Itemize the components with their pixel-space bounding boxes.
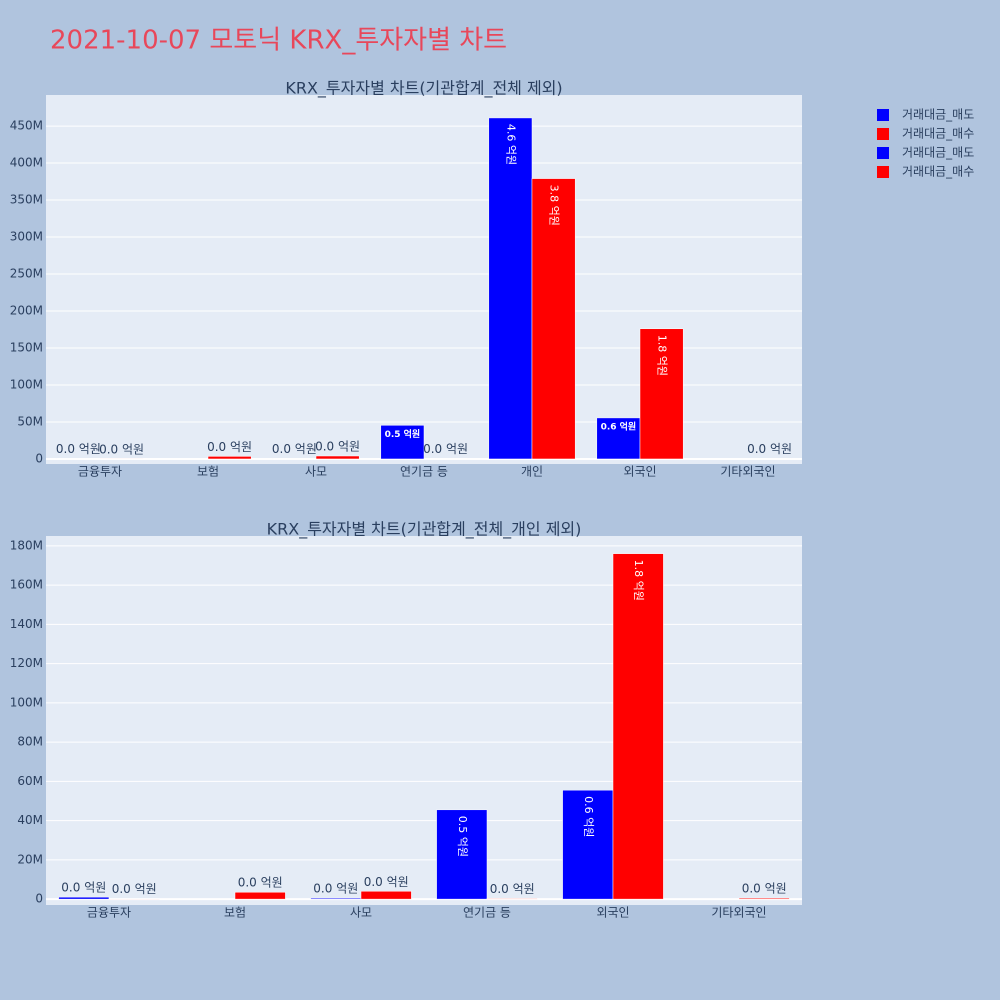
data-label: 0.0 억원 [112, 882, 157, 896]
data-label: 0.0 억원 [364, 875, 409, 889]
data-label: 0.0 억원 [313, 882, 358, 896]
chart-title: KRX_투자자별 차트(기관합계_전체 제외) [285, 79, 562, 99]
y-tick-label: 300M [10, 230, 43, 244]
x-tick-label: 연기금 등 [400, 465, 448, 479]
bar [436, 809, 488, 900]
y-tick-label: 200M [10, 304, 43, 318]
y-tick-label: 0 [35, 892, 43, 906]
x-tick-label: 금융투자 [87, 906, 131, 920]
data-label: 0.0 억원 [99, 442, 144, 456]
data-label: 0.0 억원 [490, 882, 535, 896]
bar [486, 898, 538, 900]
y-tick-label: 180M [10, 538, 43, 552]
data-label: 0.0 억원 [56, 442, 101, 456]
data-label: 1.8 억원 [656, 335, 669, 376]
x-tick-label: 외국인 [596, 906, 629, 920]
x-tick-label: 보험 [224, 906, 246, 920]
x-tick-label: 기타외국인 [711, 906, 766, 920]
y-tick-label: 0 [35, 451, 43, 465]
y-tick-label: 80M [17, 735, 43, 749]
x-tick-label: 사모 [350, 906, 372, 920]
y-tick-label: 400M [10, 156, 43, 170]
y-tick-label: 350M [10, 193, 43, 207]
bar [639, 328, 684, 460]
legend-swatch [877, 147, 889, 159]
data-label: 0.0 억원 [747, 442, 792, 456]
x-tick-label: 사모 [305, 465, 327, 479]
data-label: 0.0 억원 [423, 442, 468, 456]
data-label: 0.5 억원 [456, 816, 469, 857]
data-label: 0.6 억원 [582, 796, 595, 837]
y-tick-label: 60M [17, 774, 43, 788]
legend-label: 거래대금_매수 [902, 127, 974, 141]
bar [207, 456, 252, 460]
legend-label: 거래대금_매도 [902, 108, 974, 122]
legend-swatch [877, 166, 889, 178]
plot-area [46, 95, 802, 464]
y-tick-label: 450M [10, 119, 43, 133]
x-tick-label: 금융투자 [78, 465, 122, 479]
bar [612, 553, 664, 900]
bar [738, 897, 790, 900]
legend-swatch [877, 109, 889, 121]
bar [596, 417, 641, 460]
chart-title: KRX_투자자별 차트(기관합계_전체_개인 제외) [267, 520, 582, 540]
y-tick-label: 120M [10, 656, 43, 670]
bar [58, 896, 110, 900]
x-tick-label: 보험 [197, 465, 219, 479]
data-label: 0.0 억원 [61, 881, 106, 895]
y-tick-label: 250M [10, 267, 43, 281]
y-tick-label: 100M [10, 377, 43, 391]
data-label: 1.8 억원 [632, 560, 645, 601]
bar [360, 891, 412, 900]
data-label: 0.6 억원 [601, 420, 637, 432]
data-label: 0.5 억원 [385, 428, 421, 440]
data-label: 0.0 억원 [315, 440, 360, 454]
x-tick-label: 기타외국인 [720, 465, 775, 479]
legend-swatch [877, 128, 889, 140]
data-label: 0.0 억원 [742, 882, 787, 896]
y-tick-label: 160M [10, 578, 43, 592]
bar [315, 455, 360, 460]
data-label: 0.0 억원 [238, 876, 283, 890]
data-label: 4.6 억원 [504, 124, 517, 165]
data-label: 3.8 억원 [548, 185, 561, 226]
bar [562, 789, 614, 900]
bar [380, 425, 425, 460]
legend-label: 거래대금_매수 [902, 165, 974, 179]
page-title: 2021-10-07 모토닉 KRX_투자자별 차트 [50, 26, 507, 56]
bar [531, 178, 576, 460]
y-tick-label: 140M [10, 617, 43, 631]
y-tick-label: 20M [17, 852, 43, 866]
bar [310, 897, 362, 900]
bar [488, 117, 533, 460]
data-label: 0.0 억원 [272, 442, 317, 456]
y-tick-label: 150M [10, 341, 43, 355]
plot-area [46, 536, 802, 905]
y-tick-label: 40M [17, 813, 43, 827]
data-label: 0.0 억원 [207, 440, 252, 454]
x-tick-label: 외국인 [623, 465, 656, 479]
legend-label: 거래대금_매도 [902, 146, 974, 160]
y-tick-label: 100M [10, 695, 43, 709]
y-tick-label: 50M [17, 414, 43, 428]
x-tick-label: 연기금 등 [463, 906, 511, 920]
x-tick-label: 개인 [521, 465, 543, 479]
bar [234, 891, 286, 900]
